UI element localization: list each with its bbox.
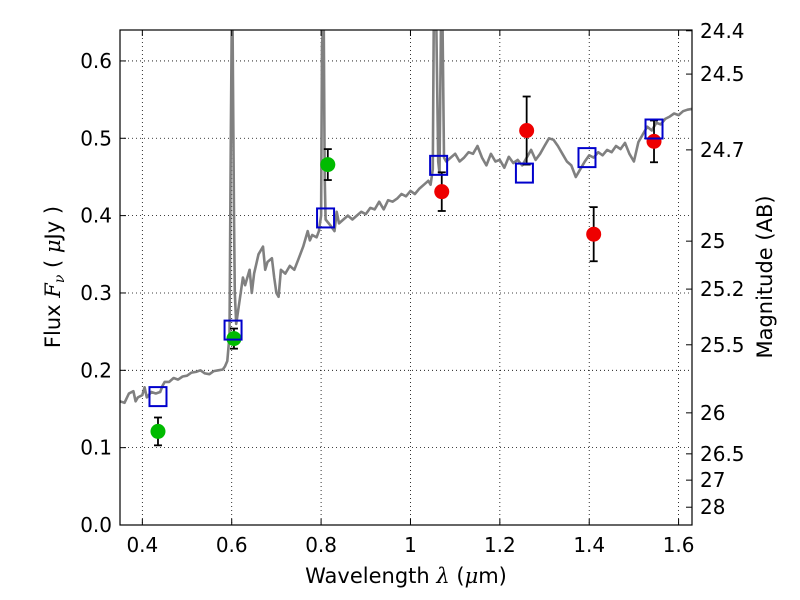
plot-area (120, 30, 692, 447)
mag-tick-label: 25.2 (700, 277, 745, 301)
plot-frame (119, 29, 693, 526)
mag-tick-label: 26.5 (700, 442, 745, 466)
green-points-marker (150, 423, 166, 439)
red-points-marker (434, 184, 450, 200)
mag-tick-label: 24.4 (700, 19, 745, 43)
mag-tick-label: 24.5 (700, 62, 745, 86)
bandpass-box-marker (223, 319, 243, 341)
red-points-marker (586, 226, 602, 242)
x-tick-label: 1.4 (573, 533, 605, 557)
mag-tick-label: 24.7 (700, 138, 745, 162)
gridlines (120, 30, 692, 525)
mag-tick-label: 25 (700, 229, 725, 253)
model-spectrum-line (120, 30, 692, 405)
axis-ticks: 0.4 0.6 0.8 1 1.2 1.4 1.6 0.0 0.1 0.2 0.3 0.4 0.5 0.6… (80, 19, 744, 557)
y-tick-label: 0.4 (80, 204, 112, 228)
mag-tick-label: 25.5 (700, 333, 745, 357)
x-tick-label: 1 (404, 533, 417, 557)
red-points-marker (646, 133, 662, 149)
y-tick-label: 0.6 (80, 49, 112, 73)
mag-tick-label: 28 (700, 495, 725, 519)
bandpass-box-marker (514, 162, 534, 184)
x-tick-label: 0.6 (216, 533, 248, 557)
x-tick-label: 0.4 (126, 533, 158, 557)
bandpass-box-marker (316, 207, 336, 229)
y-tick-label: 0.2 (80, 358, 112, 382)
x-tick-label: 0.8 (305, 533, 337, 557)
bandpass-box-marker (577, 147, 597, 169)
x-tick-label: 1.6 (663, 533, 695, 557)
y-axis-right-label: Magnitude (AB) (753, 195, 777, 358)
bandpass-box-marker (644, 118, 664, 140)
y-tick-label: 0.5 (80, 126, 112, 150)
mag-tick-label: 27 (700, 468, 725, 492)
y-tick-label: 0.1 (80, 436, 112, 460)
red-points-marker (519, 123, 535, 139)
y-tick-label: 0.3 (80, 281, 112, 305)
mag-tick-label: 26 (700, 401, 725, 425)
green-points-marker (320, 157, 336, 173)
bandpass-box-marker (429, 154, 449, 176)
bandpass-box-marker (148, 386, 168, 408)
y-tick-label: 0.0 (80, 513, 112, 537)
x-tick-label: 1.2 (484, 533, 516, 557)
x-axis-label: Wavelength λ (μm) (305, 564, 507, 588)
y-axis-label: Flux Fν ( μJy ) (41, 206, 68, 348)
